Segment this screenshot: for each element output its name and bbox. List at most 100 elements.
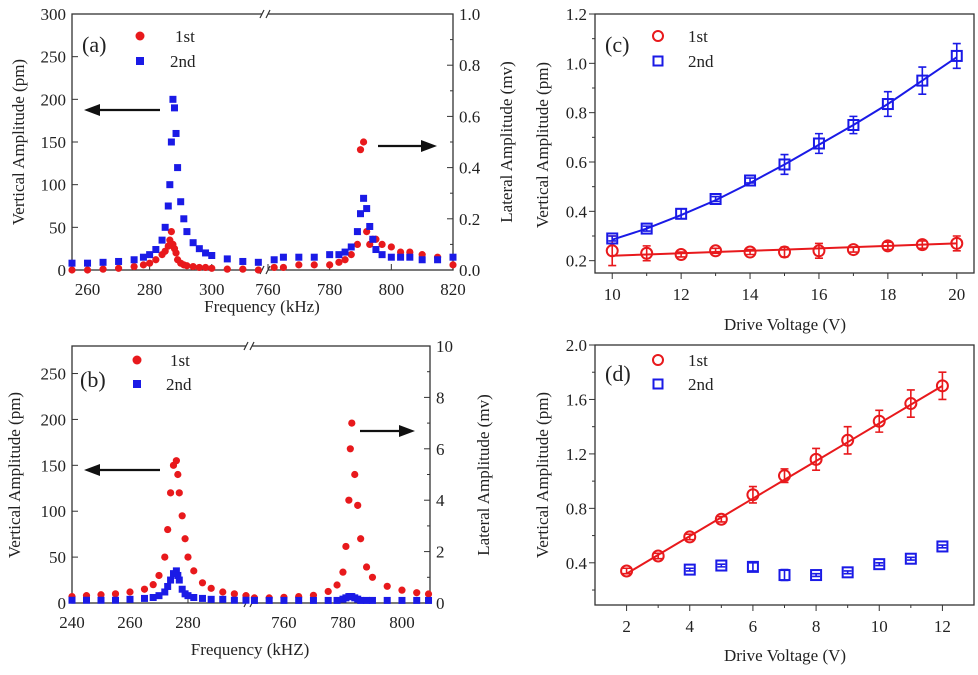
panel-a-point-2nd xyxy=(180,215,188,223)
panel-c-error-bar-2nd xyxy=(780,153,789,176)
panel-a-point-1st xyxy=(195,263,203,272)
panel-c-ytick-label: 1.0 xyxy=(566,54,587,73)
panel-a-y2tick-label: 0.0 xyxy=(459,261,480,280)
panel-d-legend-marker-1st xyxy=(652,354,664,366)
panel-b-point-1st xyxy=(346,445,354,453)
panel-b-point-2nd xyxy=(219,595,227,603)
panel-b-point-2nd xyxy=(68,596,76,604)
panel-a-legend-1st: 1st xyxy=(175,27,195,46)
panel-a-ytick-label: 100 xyxy=(41,176,67,195)
panel-a-legend-marker-1st xyxy=(135,31,145,41)
panel-b-point-2nd xyxy=(190,593,198,601)
panel-c-point-2nd xyxy=(778,158,791,171)
panel-d-xtick-label: 12 xyxy=(934,617,951,636)
panel-b-point-1st xyxy=(348,419,356,427)
panel-b-point-2nd xyxy=(140,594,148,602)
panel-b-point-2nd xyxy=(363,596,371,604)
panel-a-point-2nd xyxy=(372,246,380,254)
panel-a-point-2nd xyxy=(279,253,287,261)
panel-c-point-1st xyxy=(846,243,860,257)
panel-a-point-1st xyxy=(167,228,175,236)
panel-a-point-2nd xyxy=(397,253,405,261)
panel-c-point-1st xyxy=(640,246,654,260)
panel-b-label: (b) xyxy=(80,367,106,392)
panel-a-point-2nd xyxy=(406,253,414,261)
panel-c-xtick-label: 14 xyxy=(742,285,760,304)
panel-b-point-1st xyxy=(184,553,192,561)
panel-c-point-2nd xyxy=(675,207,688,220)
panel-d-error-bar-1st xyxy=(843,425,852,455)
panel-c-ytick-label: 0.2 xyxy=(566,252,587,271)
panel-a-point-1st xyxy=(356,146,365,154)
panel-c-error-bar-2nd xyxy=(711,195,720,203)
panel-b-point-1st xyxy=(198,579,207,587)
panel-c-xtick-label: 12 xyxy=(673,285,690,304)
panel-b-point-1st xyxy=(413,589,421,597)
panel-a-point-2nd xyxy=(68,259,76,267)
panel-b-y2label: Lateral Amplitude (mv) xyxy=(474,394,493,555)
panel-b-point-2nd xyxy=(413,596,421,604)
panel-b-point-1st xyxy=(230,590,238,598)
panel-a-point-2nd xyxy=(335,251,343,259)
panel-b-point-2nd xyxy=(111,596,119,604)
panel-a-point-1st xyxy=(335,258,343,266)
panel-a-point-1st xyxy=(378,240,386,248)
panel-a-axis-break-gap xyxy=(262,267,268,273)
panel-b-point-2nd xyxy=(178,585,186,593)
panel-c-legend-2nd: 2nd xyxy=(688,52,714,71)
panel-c-error-bar-1st xyxy=(677,251,686,258)
panel-c-legend-marker-2nd xyxy=(652,55,664,67)
panel-b-y2tick-label: 0 xyxy=(436,594,445,613)
panel-c-point-2nd xyxy=(640,222,653,235)
panel-d-point-1st xyxy=(809,452,823,466)
panel-b-xtick-label: 240 xyxy=(59,613,85,632)
panel-a-point-1st xyxy=(254,266,262,274)
panel-d-ytick-label: 2.0 xyxy=(566,336,587,355)
panel-b-point-2nd xyxy=(126,595,134,603)
panel-d-error-bar-1st xyxy=(938,371,947,401)
panel-a-point-2nd xyxy=(310,253,318,261)
panel-a-point-1st xyxy=(83,266,92,274)
panel-b-xtick-label: 760 xyxy=(271,613,297,632)
panel-b-point-2nd xyxy=(265,596,273,604)
panel-b-point-1st xyxy=(333,581,341,589)
panel-c-point-2nd xyxy=(812,137,825,150)
panel-a-point-2nd xyxy=(130,256,138,264)
panel-b-ylabel: Vertical Amplitude (pm) xyxy=(5,392,24,558)
panel-d-point-1st xyxy=(746,488,760,502)
panel-b-point-2nd xyxy=(425,596,433,604)
panel-d-error-bar-1st xyxy=(717,515,726,523)
panel-a-xtick-label: 300 xyxy=(199,280,225,299)
panel-a-point-1st xyxy=(239,265,247,273)
panel-a-point-1st xyxy=(201,263,210,272)
panel-c-point-1st xyxy=(915,238,929,252)
panel-c-ytick-label: 1.2 xyxy=(566,5,587,24)
panel-a-point-2nd xyxy=(166,181,174,189)
panel-b-ytick-label: 50 xyxy=(49,548,66,567)
panel-a-point-2nd xyxy=(158,236,166,244)
panel-b-right-axis-arrow-head xyxy=(399,425,415,437)
panel-b-point-1st xyxy=(164,525,172,534)
panel-d-point-1st xyxy=(620,564,634,578)
panel-a-ytick-label: 50 xyxy=(49,218,66,237)
panel-a-point-1st xyxy=(223,265,231,273)
panel-c-error-bar-2nd xyxy=(608,235,617,242)
panel-a-left-axis-arrow-head xyxy=(84,104,100,116)
panel-a-point-2nd xyxy=(378,251,386,259)
panel-a-y2label: Lateral Amplitude (mv) xyxy=(497,61,516,222)
panel-d-error-bar-2nd xyxy=(717,563,726,568)
panel-a-point-1st xyxy=(172,249,180,257)
panel-d-error-bar-2nd xyxy=(875,562,884,567)
panel-d-legend-2nd: 2nd xyxy=(688,375,714,394)
panel-c-error-bar-2nd xyxy=(814,132,823,155)
panel-a-point-2nd xyxy=(99,258,107,266)
panel-b-point-2nd xyxy=(280,596,288,604)
panel-a-point-2nd xyxy=(357,210,364,218)
panel-a-point-2nd xyxy=(254,258,262,266)
panel-a-point-2nd xyxy=(387,253,395,261)
panel-a-xtick-label: 800 xyxy=(379,280,405,299)
panel-c-error-bar-1st xyxy=(746,248,755,256)
panel-b-point-1st xyxy=(166,489,175,497)
panel-c-error-bar-1st xyxy=(849,246,858,253)
panel-b-point-1st xyxy=(111,590,120,598)
